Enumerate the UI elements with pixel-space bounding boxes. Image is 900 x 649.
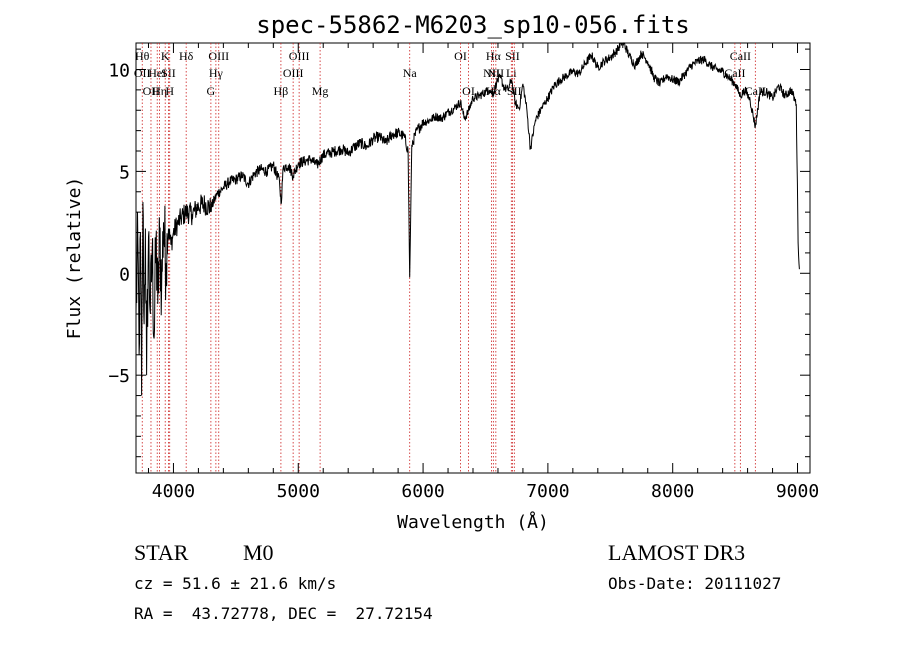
x-tick-label: 5000 [277, 481, 320, 502]
spectral-line-label: Hη [152, 84, 167, 98]
x-tick-label: 7000 [526, 481, 569, 502]
spectral-line-label: H [165, 84, 174, 98]
spectral-line-label: Hβ [274, 84, 289, 98]
spectrum-line [135, 42, 800, 396]
coordinates: RA = 43.72778, DEC = 27.72154 [134, 604, 433, 623]
spectral-line-label: G [207, 84, 216, 98]
spectral-line-label: CaII [745, 84, 766, 98]
spectral-line-label: OII [143, 84, 160, 98]
x-tick-label: 8000 [651, 481, 694, 502]
y-axis-label: Flux (relative) [64, 177, 85, 340]
spectral-line-label: OIII [283, 66, 304, 80]
y-tick-label: 5 [119, 162, 130, 183]
x-tick-label: 4000 [152, 481, 195, 502]
x-tick-label: 9000 [776, 481, 819, 502]
spectral-line-label: Na [403, 66, 418, 80]
observation-date: Obs-Date: 20111027 [608, 574, 782, 593]
spectral-line-label: Hδ [179, 49, 194, 63]
spectral-line-label: Hθ [135, 49, 150, 63]
chart-title: spec-55862-M6203_sp10-056.fits [256, 11, 689, 39]
spectral-line-label: Hα [486, 49, 502, 63]
x-tick-label: 6000 [401, 481, 444, 502]
spectral-line-label: OI [454, 49, 467, 63]
y-tick-label: 10 [108, 60, 130, 81]
spectral-line-label: K [161, 49, 170, 63]
spectral-line-label: Hγ [209, 66, 224, 80]
spectral-line-label: Li [506, 66, 517, 80]
spectral-line-label: NII [483, 66, 500, 80]
object-class: STAR [134, 540, 189, 565]
spectral-line-label: SII [161, 66, 176, 80]
spectral-line-label: SII [505, 49, 520, 63]
x-axis-label: Wavelength (Å) [397, 511, 549, 533]
spectral-line-label: OIII [208, 49, 229, 63]
y-tick-label: −5 [108, 366, 130, 387]
spectral-line-label: HeI [148, 66, 166, 80]
survey-name: LAMOST DR3 [608, 540, 746, 565]
spectral-line-label: CaII [724, 66, 745, 80]
redshift-velocity: cz = 51.6 ± 21.6 km/s [134, 574, 337, 593]
spectral-line-label: Mg [312, 84, 329, 98]
spectral-line-label: OIII [289, 49, 310, 63]
spectral-line-label: Hα [486, 84, 502, 98]
object-subclass: M0 [243, 540, 274, 565]
y-tick-label: 0 [119, 264, 130, 285]
plot-frame [135, 42, 811, 474]
spectral-line-label: OI [462, 84, 475, 98]
spectral-line-label: CaII [730, 49, 751, 63]
